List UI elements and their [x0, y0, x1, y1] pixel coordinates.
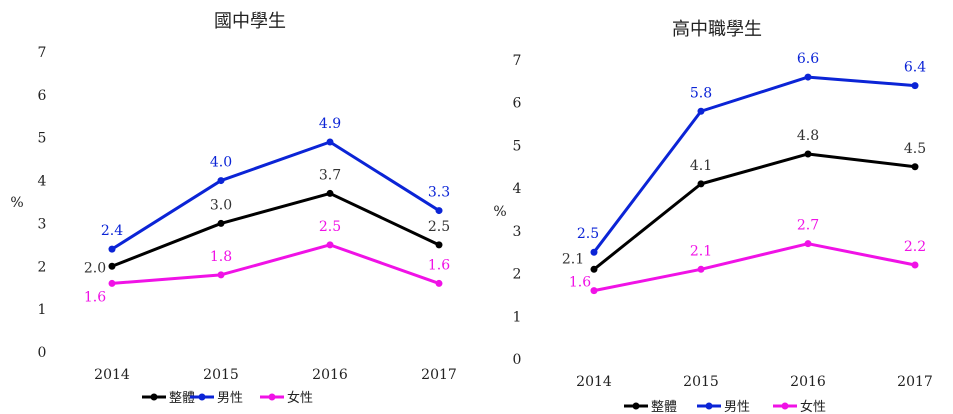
data-point [911, 82, 919, 90]
data-point [217, 219, 225, 227]
series-line [593, 242, 916, 293]
data-label: 2.0 [84, 260, 106, 276]
y-tick-label: 1 [38, 302, 47, 318]
chart-panel-senior-high: 高中職學生% 0 1 2 3 4 5 6 7 2014 2015 2016 2017 2.5 5.8 6.6 6… [493, 19, 932, 414]
y-tick-label: 7 [38, 45, 47, 61]
data-label: 4.1 [690, 158, 712, 174]
data-point [697, 107, 705, 115]
data-label: 2.5 [319, 219, 341, 235]
legend-label: 整體 [169, 391, 195, 406]
data-point [590, 265, 598, 273]
data-point [804, 150, 812, 158]
series-line [592, 75, 916, 254]
x-tick-label: 2016 [312, 367, 348, 383]
data-point [590, 248, 598, 256]
data-point [217, 271, 225, 279]
y-tick-label: 1 [513, 309, 522, 325]
y-axis-label: % [493, 204, 506, 220]
data-label: 6.6 [797, 51, 819, 67]
data-point [804, 73, 812, 81]
data-point [435, 207, 443, 215]
data-point [435, 241, 443, 249]
series-line [111, 140, 440, 251]
legend-label: 女性 [800, 399, 826, 414]
data-label: 2.7 [797, 218, 819, 234]
data-label: 2.1 [562, 251, 584, 267]
legend-marker [632, 402, 640, 410]
chart-panel-junior-high: 國中學生% 0 1 2 3 4 5 6 7 2014 2015 2016 2017 2.4 4.0 4.9 3.… [10, 11, 456, 406]
y-tick-label: 6 [38, 88, 47, 104]
legend-label: 整體 [651, 400, 677, 414]
legend-marker [150, 393, 158, 401]
x-tick-label: 2017 [421, 367, 457, 383]
series-line [111, 191, 440, 268]
legend-marker [781, 402, 789, 410]
data-point [217, 177, 225, 185]
data-point [108, 245, 116, 253]
y-tick-label: 3 [38, 216, 47, 232]
x-tick-label: 2015 [683, 374, 719, 390]
data-label: 2.1 [690, 243, 712, 259]
x-tick-label: 2017 [897, 374, 933, 390]
x-tick-label: 2015 [203, 367, 239, 383]
data-label: 4.0 [210, 155, 232, 171]
y-tick-label: 2 [38, 259, 47, 275]
y-tick-label: 0 [38, 345, 47, 361]
data-point [435, 279, 443, 287]
legend-marker [705, 402, 713, 410]
data-label: 1.8 [210, 249, 232, 265]
data-point [804, 240, 812, 248]
x-tick-label: 2014 [94, 367, 130, 383]
data-label: 2.4 [101, 223, 123, 239]
y-tick-label: 4 [513, 181, 522, 197]
chart-title: 國中學生 [214, 11, 286, 32]
data-label: 1.6 [84, 289, 106, 305]
series-line [593, 152, 916, 271]
data-label: 3.0 [210, 197, 232, 213]
data-point [697, 265, 705, 273]
legend-label: 女性 [287, 390, 313, 406]
data-point [590, 287, 598, 295]
data-point [108, 262, 116, 270]
y-tick-label: 7 [513, 53, 522, 69]
y-tick-label: 4 [38, 174, 47, 190]
chart-title: 高中職學生 [672, 19, 762, 40]
data-point [911, 261, 919, 269]
y-tick-label: 5 [38, 131, 47, 147]
series-line [111, 243, 440, 285]
data-point [697, 180, 705, 188]
data-point [326, 241, 334, 249]
data-point [326, 189, 334, 197]
y-tick-label: 3 [513, 224, 522, 240]
x-tick-label: 2014 [576, 374, 612, 390]
y-tick-label: 0 [513, 352, 522, 368]
data-label: 3.3 [428, 185, 450, 201]
data-label: 2.5 [577, 226, 599, 242]
y-tick-label: 2 [513, 267, 522, 283]
x-tick-label: 2016 [790, 374, 826, 390]
data-label: 1.6 [428, 257, 450, 273]
legend-marker [268, 393, 276, 401]
legend-label: 男性 [724, 400, 750, 414]
data-label: 2.5 [428, 219, 450, 235]
data-label: 1.6 [569, 275, 591, 291]
data-label: 6.4 [904, 60, 926, 76]
y-axis-label: % [10, 195, 23, 211]
y-tick-label: 5 [513, 138, 522, 154]
y-tick-label: 6 [513, 96, 522, 112]
legend-label: 男性 [217, 391, 243, 406]
data-label: 2.2 [904, 239, 926, 255]
data-point [911, 163, 919, 171]
data-point [326, 138, 334, 146]
data-label: 4.9 [319, 116, 341, 132]
data-label: 3.7 [319, 167, 341, 183]
data-label: 4.5 [904, 141, 926, 157]
data-point [108, 279, 116, 287]
legend-marker [198, 393, 206, 401]
data-label: 4.8 [797, 128, 819, 144]
data-label: 5.8 [690, 85, 712, 101]
